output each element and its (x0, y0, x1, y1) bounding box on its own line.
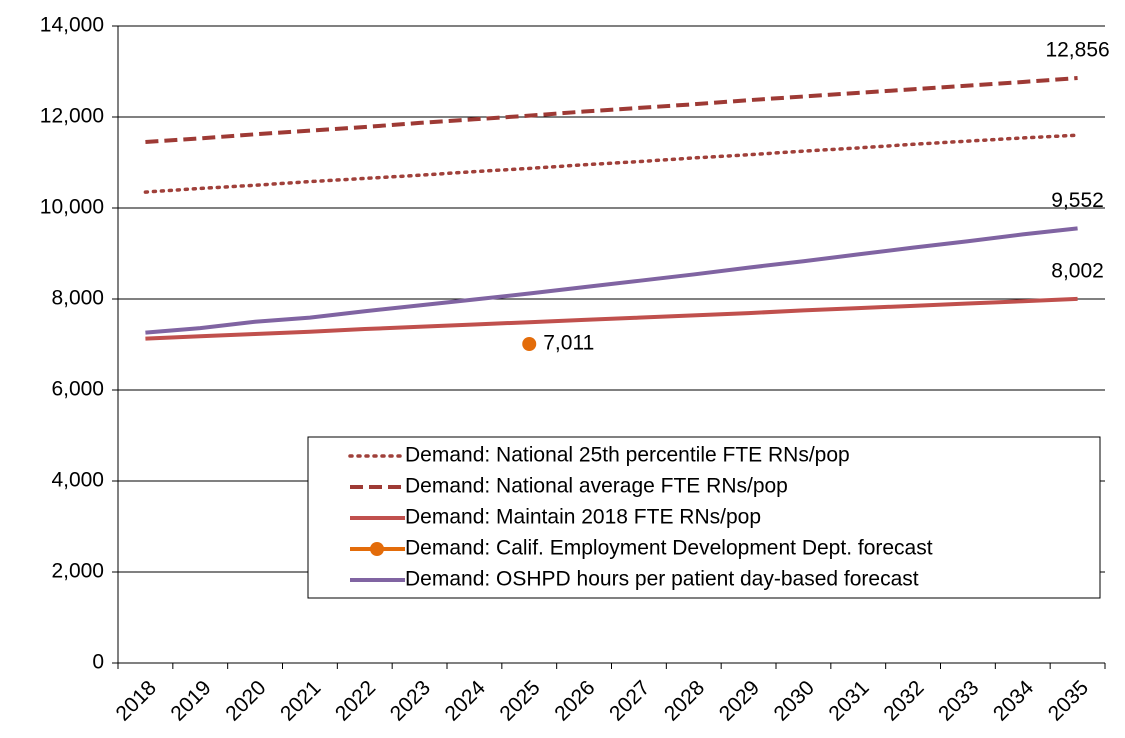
x-tick-label: 2033 (934, 676, 983, 725)
y-tick-label: 12,000 (40, 105, 104, 128)
x-tick-label: 2024 (441, 676, 491, 726)
legend-marker (370, 542, 384, 556)
y-tick-label: 14,000 (40, 14, 104, 37)
x-tick-label: 2023 (386, 676, 435, 725)
legend-label: Demand: Calif. Employment Development De… (405, 537, 933, 560)
y-tick-label: 0 (92, 651, 104, 674)
x-tick-label: 2021 (276, 676, 325, 725)
data-label: 8,002 (1051, 259, 1104, 282)
x-tick-label: 2020 (221, 676, 270, 725)
x-tick-label: 2032 (879, 676, 928, 725)
legend-label: Demand: OSHPD hours per patient day-base… (405, 568, 919, 591)
legend-label: Demand: National 25th percentile FTE RNs… (405, 444, 850, 467)
y-tick-label: 6,000 (51, 378, 104, 401)
data-label: 12,856 (1045, 39, 1109, 62)
legend-label: Demand: National average FTE RNs/pop (405, 475, 788, 498)
y-tick-label: 8,000 (51, 287, 104, 310)
x-tick-label: 2018 (112, 676, 161, 725)
x-tick-label: 2029 (715, 676, 764, 725)
x-tick-label: 2026 (550, 676, 599, 725)
x-tick-label: 2031 (824, 676, 873, 725)
x-tick-label: 2035 (1044, 676, 1093, 725)
y-tick-label: 4,000 (51, 469, 104, 492)
legend-box (307, 436, 1101, 599)
y-tick-label: 2,000 (51, 560, 104, 583)
x-tick-label: 2034 (989, 676, 1039, 726)
series-line (145, 76, 1078, 145)
data-point (522, 336, 537, 351)
legend-label: Demand: Maintain 2018 FTE RNs/pop (405, 506, 761, 529)
x-tick-label: 2030 (770, 676, 819, 725)
x-tick-label: 2028 (660, 676, 709, 725)
x-tick-label: 2027 (605, 676, 654, 725)
x-tick-label: 2025 (495, 676, 544, 725)
series-line (143, 133, 1080, 194)
data-label: 7,011 (543, 332, 594, 355)
x-tick-label: 2019 (166, 676, 215, 725)
x-tick-label: 2022 (331, 676, 380, 725)
series-line (145, 226, 1078, 335)
data-label: 9,552 (1051, 189, 1104, 212)
series-line (145, 296, 1078, 341)
legend: Demand: National 25th percentile FTE RNs… (307, 436, 1101, 599)
y-tick-label: 10,000 (40, 196, 104, 219)
